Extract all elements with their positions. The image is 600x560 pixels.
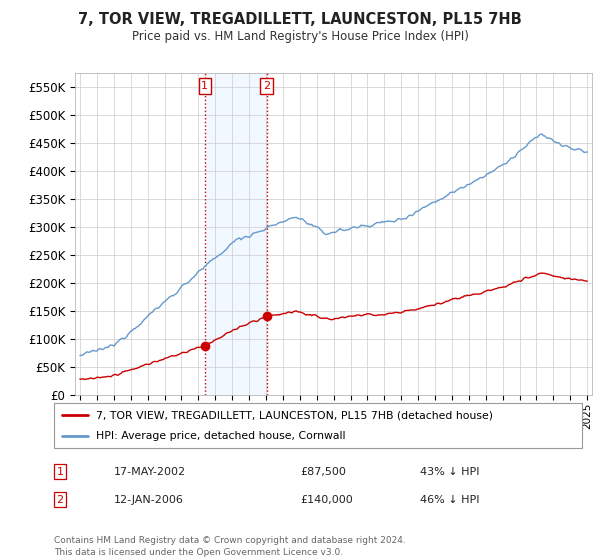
Text: 1: 1	[202, 81, 208, 91]
Text: 7, TOR VIEW, TREGADILLETT, LAUNCESTON, PL15 7HB (detached house): 7, TOR VIEW, TREGADILLETT, LAUNCESTON, P…	[96, 410, 493, 421]
Text: 43% ↓ HPI: 43% ↓ HPI	[420, 466, 479, 477]
Text: £140,000: £140,000	[300, 494, 353, 505]
Bar	[205, 73, 266, 395]
Text: 1: 1	[56, 466, 64, 477]
Text: 7, TOR VIEW, TREGADILLETT, LAUNCESTON, PL15 7HB: 7, TOR VIEW, TREGADILLETT, LAUNCESTON, P…	[78, 12, 522, 27]
Text: HPI: Average price, detached house, Cornwall: HPI: Average price, detached house, Corn…	[96, 431, 346, 441]
FancyBboxPatch shape	[54, 403, 582, 448]
Text: 2: 2	[263, 81, 270, 91]
Text: 12-JAN-2006: 12-JAN-2006	[114, 494, 184, 505]
Text: Price paid vs. HM Land Registry's House Price Index (HPI): Price paid vs. HM Land Registry's House …	[131, 30, 469, 43]
Text: Contains HM Land Registry data © Crown copyright and database right 2024.
This d: Contains HM Land Registry data © Crown c…	[54, 536, 406, 557]
Text: 2: 2	[56, 494, 64, 505]
Text: 46% ↓ HPI: 46% ↓ HPI	[420, 494, 479, 505]
Text: 17-MAY-2002: 17-MAY-2002	[114, 466, 186, 477]
Text: £87,500: £87,500	[300, 466, 346, 477]
